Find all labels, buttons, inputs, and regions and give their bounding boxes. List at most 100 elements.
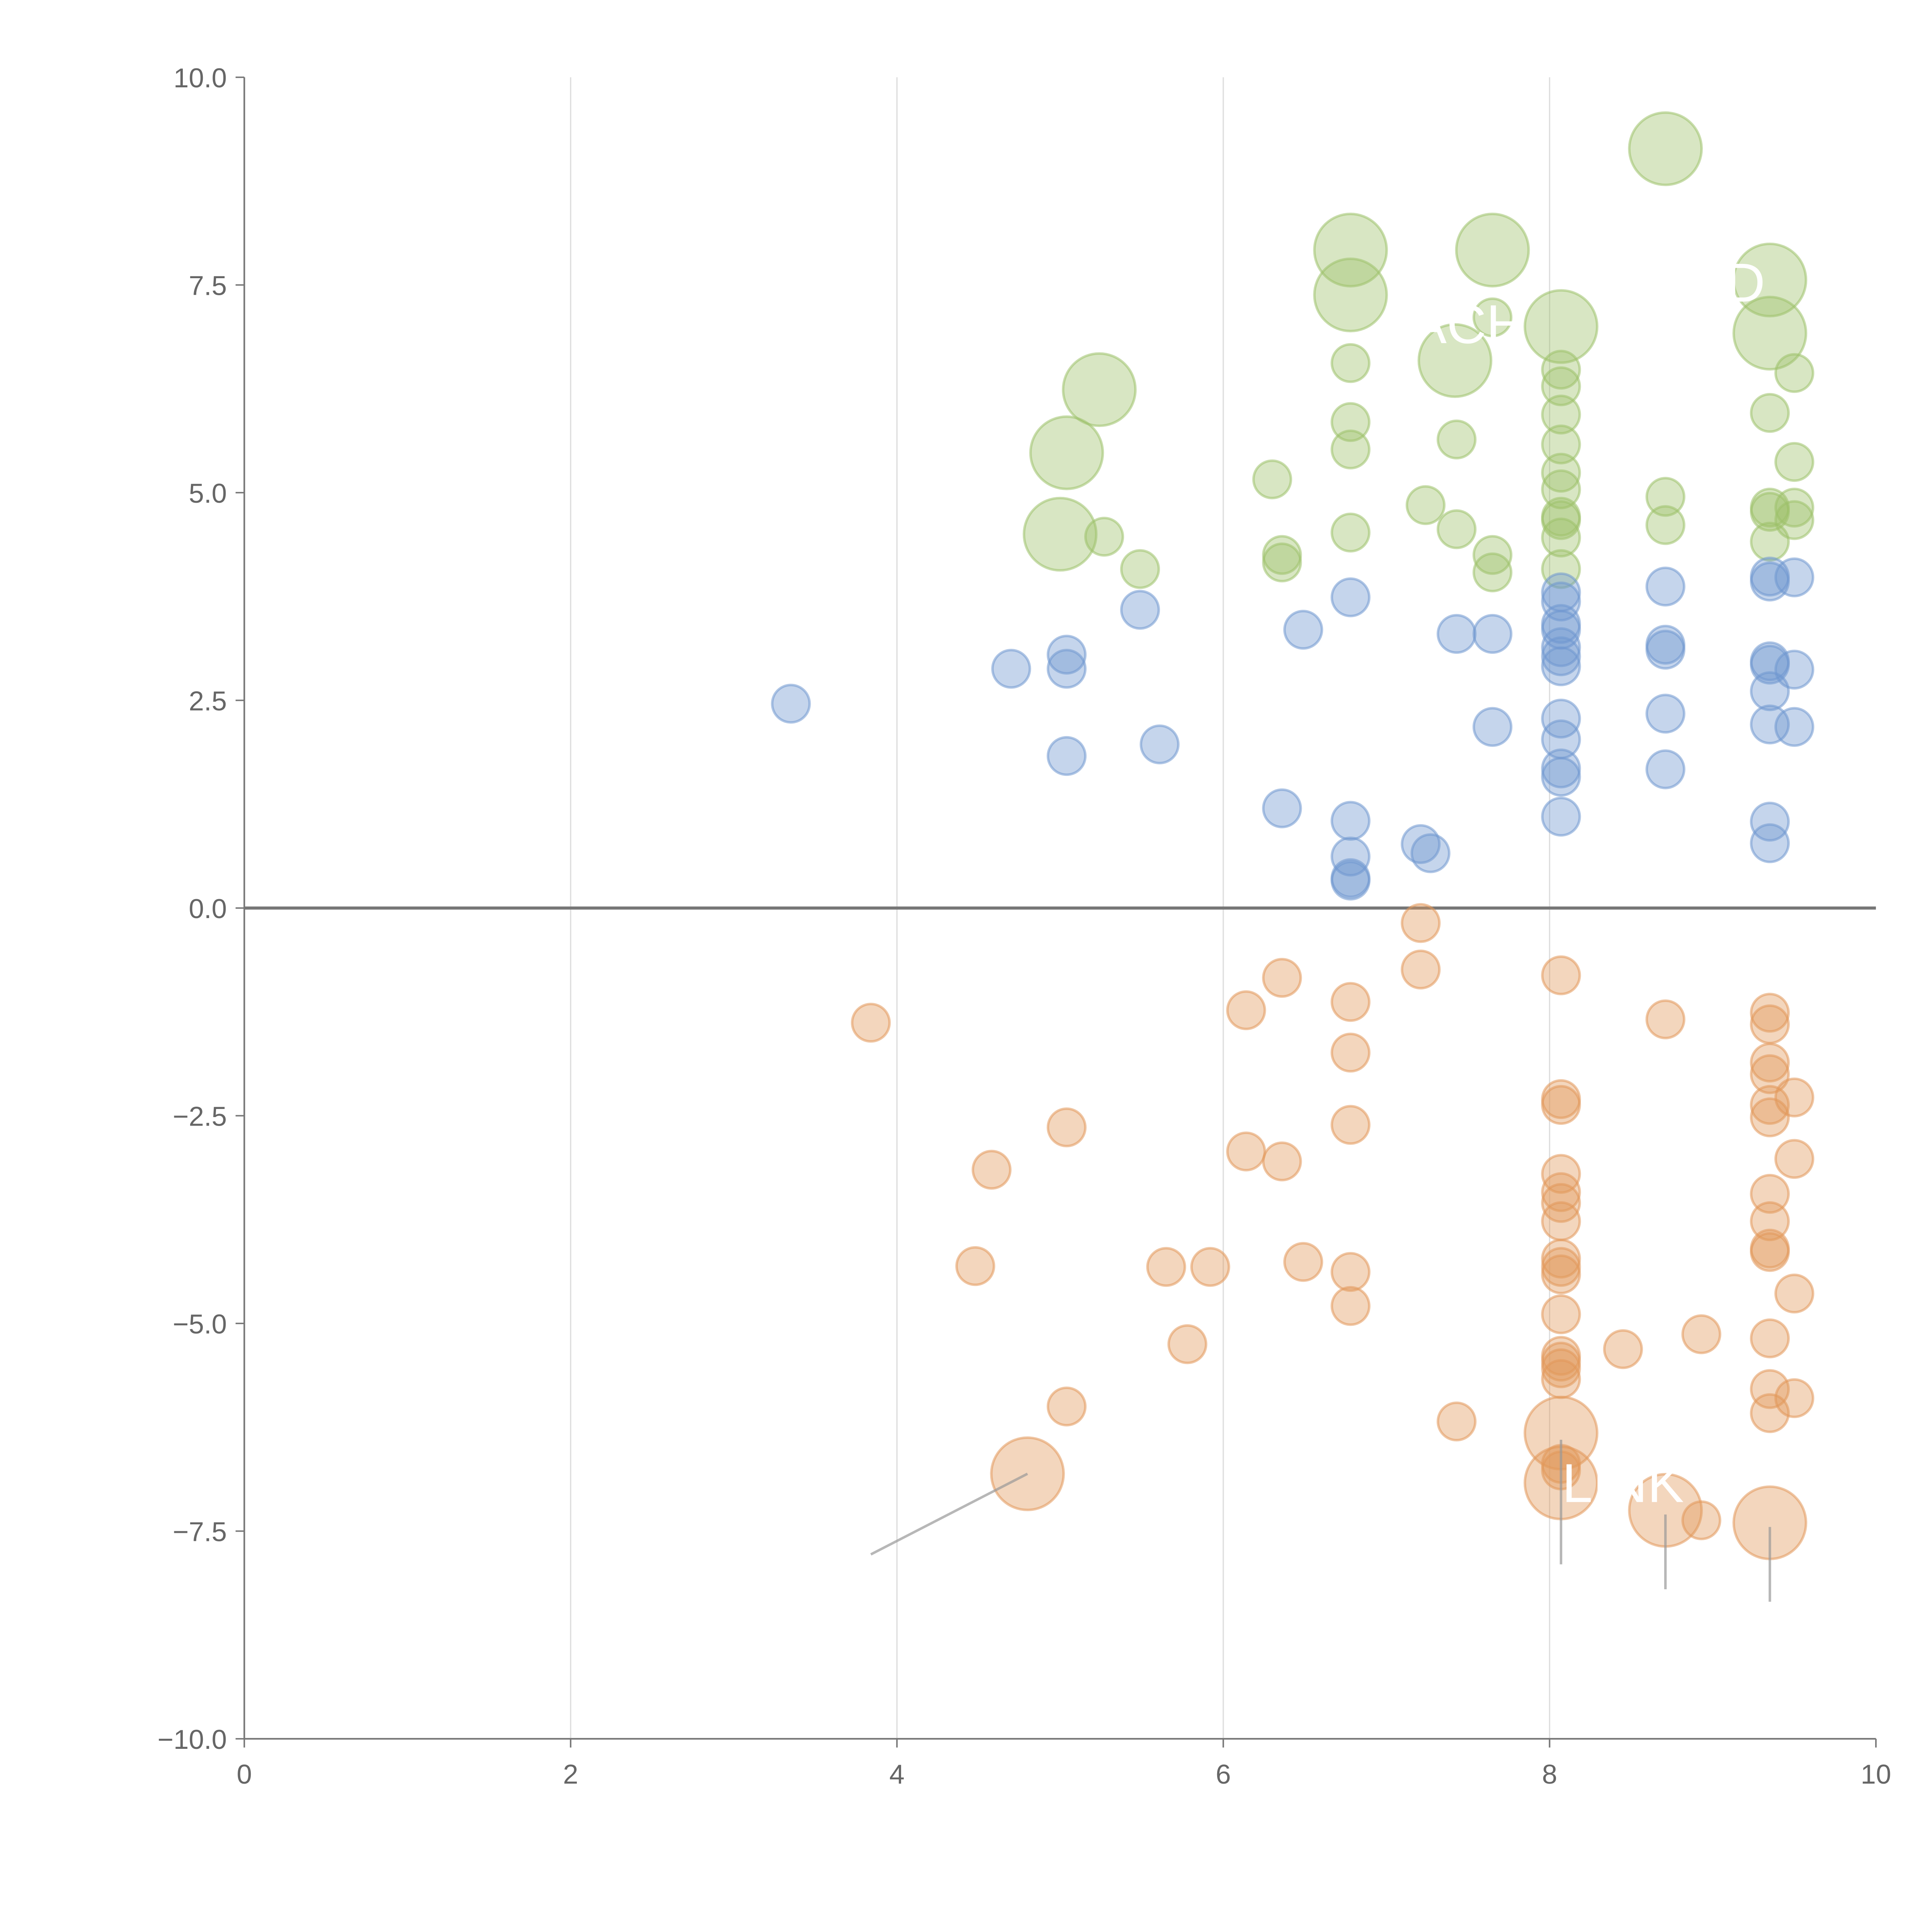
- orange-bubble: [1750, 1393, 1790, 1433]
- orange-bubble: [1283, 1242, 1323, 1282]
- green-bubble: [1472, 297, 1513, 337]
- green-bubble: [1645, 477, 1685, 517]
- orange-bubble: [1437, 1401, 1477, 1442]
- blue-bubble: [1541, 748, 1581, 789]
- orange-bubble: [1541, 1294, 1581, 1334]
- x-tick-label: 6: [1216, 1759, 1231, 1790]
- y-tick-label: 7.5: [189, 270, 227, 301]
- orange-bubble: [1750, 1004, 1790, 1044]
- green-bubble: [1330, 402, 1371, 442]
- blue-bubble: [1541, 582, 1581, 622]
- blue-bubble: [1120, 590, 1160, 630]
- green-bubble: [1472, 552, 1513, 593]
- orange-bubble: [1750, 1201, 1790, 1242]
- bubble-label: D: [1726, 253, 1765, 314]
- x-tick-label: 2: [563, 1759, 578, 1790]
- y-tick-label: 5.0: [189, 478, 227, 509]
- green-bubble: [1774, 488, 1815, 528]
- green-bubble: [1732, 296, 1808, 371]
- blue-bubble: [1645, 566, 1685, 607]
- orange-bubble: [1330, 982, 1371, 1022]
- blue-bubble: [1541, 796, 1581, 837]
- green-bubble: [1541, 366, 1581, 406]
- blue-bubble: [991, 649, 1031, 689]
- green-bubble: [1750, 393, 1790, 433]
- orange-bubble: [1750, 1054, 1790, 1094]
- green-bubble: [1330, 343, 1371, 383]
- orange-bubble: [1774, 1139, 1815, 1179]
- blue-bubble: [1750, 823, 1790, 863]
- green-bubble: [1455, 213, 1530, 287]
- orange-bubble: [1226, 990, 1266, 1031]
- bubble-label: ACH: [1410, 294, 1526, 355]
- y-tick-label: −5.0: [173, 1309, 227, 1340]
- blue-bubble: [1283, 610, 1323, 650]
- green-bubble: [1330, 429, 1371, 469]
- blue-bubble: [1645, 629, 1685, 670]
- green-bubble: [1645, 505, 1685, 545]
- blue-bubble: [1330, 861, 1371, 901]
- orange-bubble: [955, 1246, 995, 1286]
- orange-bubble: [1330, 1252, 1371, 1292]
- orange-bubble: [1541, 1201, 1581, 1242]
- green-bubble: [1472, 535, 1513, 575]
- green-bubble: [1330, 512, 1371, 553]
- orange-bubble: [1541, 1359, 1581, 1399]
- orange-bubble: [1262, 957, 1302, 998]
- green-bubble: [1437, 419, 1477, 460]
- green-bubble: [1022, 497, 1098, 572]
- orange-bubble: [1774, 1273, 1815, 1314]
- blue-bubble: [1541, 757, 1581, 797]
- blue-bubble: [1330, 837, 1371, 877]
- bubble-label: LINK: [1562, 1453, 1684, 1514]
- orange-bubble: [1681, 1314, 1721, 1354]
- blue-bubble: [1410, 833, 1451, 873]
- y-tick-label: −7.5: [173, 1517, 227, 1547]
- annotations: ACH D LINK: [870, 253, 1771, 1602]
- orange-bubble: [1750, 1173, 1790, 1214]
- orange-bubble: [1541, 1348, 1581, 1388]
- green-bubble: [1417, 323, 1493, 398]
- orange-bubble: [1645, 999, 1685, 1039]
- blue-bubble: [1774, 557, 1815, 597]
- data-points: [771, 111, 1815, 1560]
- green-bubble: [1120, 549, 1160, 589]
- green-bubble: [1541, 424, 1581, 464]
- blue-bubble: [1262, 788, 1302, 828]
- orange-bubble: [1146, 1247, 1186, 1287]
- orange-bubble: [1541, 1254, 1581, 1294]
- green-bubble: [1313, 257, 1388, 333]
- green-bubble: [1628, 111, 1703, 186]
- orange-bubble: [1046, 1386, 1087, 1427]
- green-bubble: [1437, 509, 1477, 549]
- y-tick-label: 10.0: [173, 63, 227, 94]
- orange-bubble: [1541, 955, 1581, 995]
- green-bubble: [1732, 242, 1808, 318]
- orange-bubble: [1330, 1286, 1371, 1326]
- orange-bubble: [1541, 1085, 1581, 1125]
- blue-bubble: [1541, 646, 1581, 686]
- orange-bubble: [1681, 1500, 1721, 1541]
- orange-bubble: [1046, 1107, 1087, 1148]
- orange-bubble: [1750, 1043, 1790, 1083]
- orange-bubble: [851, 1003, 891, 1043]
- blue-bubble: [771, 684, 811, 724]
- blue-bubble: [1472, 707, 1513, 747]
- green-bubble: [1541, 469, 1581, 510]
- green-bubble: [1541, 549, 1581, 589]
- blue-bubble: [1437, 614, 1477, 654]
- orange-bubble: [1541, 1238, 1581, 1279]
- orange-bubble: [1774, 1378, 1815, 1418]
- blue-bubble: [1774, 650, 1815, 690]
- orange-bubble: [1262, 1141, 1302, 1182]
- green-bubble: [1541, 395, 1581, 435]
- green-bubble: [1541, 452, 1581, 493]
- green-bubble: [1252, 459, 1293, 500]
- orange-bubble: [971, 1150, 1012, 1190]
- y-tick-label: −10.0: [158, 1725, 227, 1755]
- blue-bubble: [1774, 707, 1815, 747]
- orange-bubble: [1750, 1232, 1790, 1272]
- green-bubble: [1750, 492, 1790, 532]
- orange-bubble: [1226, 1131, 1266, 1172]
